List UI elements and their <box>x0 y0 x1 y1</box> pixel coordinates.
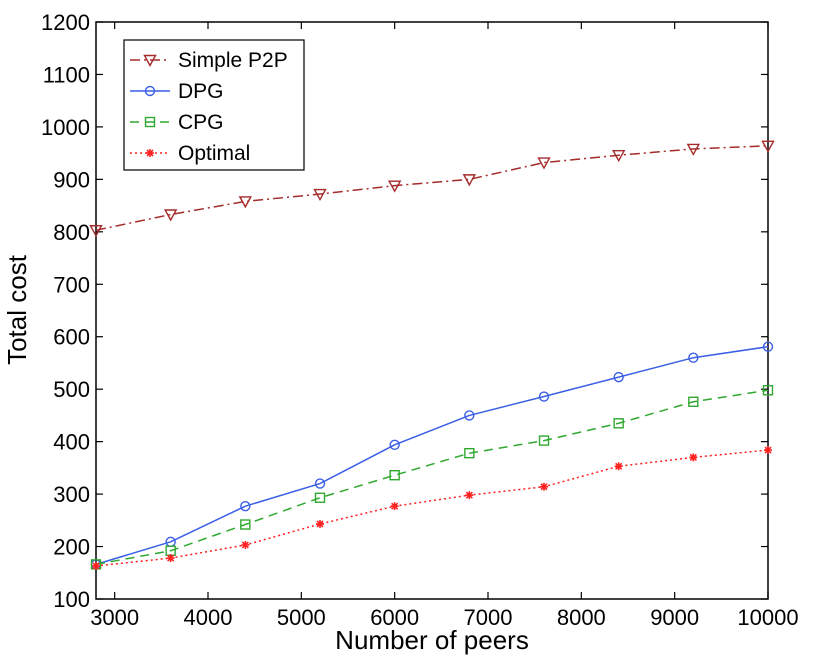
legend-label: CPG <box>178 111 224 134</box>
data-point-dpg <box>762 341 774 352</box>
data-point-cpg <box>613 418 624 429</box>
data-point-simple-p2p <box>238 196 253 209</box>
legend-label: Simple P2P <box>178 49 288 72</box>
data-point-cpg <box>240 519 251 530</box>
legend-box <box>123 39 305 171</box>
y-tick-label: 500 <box>53 377 90 402</box>
x-axis-ticks: 3000 4000 5000 6000 7000 8000 9000 10000 <box>90 22 799 630</box>
series-optimal <box>92 446 772 570</box>
y-tick-label: 1000 <box>41 115 90 140</box>
y-tick-label: 300 <box>53 482 90 507</box>
data-point-optimal <box>764 446 772 455</box>
data-point-simple-p2p <box>686 143 701 156</box>
y-axis-ticks: 100 200 300 400 500 600 700 800 900 1000 1100 1200 <box>41 10 768 612</box>
data-point-dpg <box>464 410 475 421</box>
data-point-simple-p2p <box>462 174 477 187</box>
data-point-dpg <box>240 500 251 512</box>
data-point-simple-p2p <box>163 209 178 222</box>
series-line-dpg <box>95 345 769 566</box>
data-point-optimal <box>390 502 399 511</box>
y-axis-label: Total cost <box>2 254 32 365</box>
legend-item-dpg: DPG <box>130 80 224 103</box>
series-line-cpg <box>95 389 769 566</box>
data-point-cpg <box>538 435 550 446</box>
x-tick-label: 8000 <box>557 605 606 630</box>
x-tick-label: 5000 <box>277 605 326 630</box>
series-layer <box>89 140 775 570</box>
data-point-simple-p2p <box>313 188 327 202</box>
x-tick-label: 6000 <box>370 605 419 630</box>
legend-label: DPG <box>178 80 224 103</box>
data-point-simple-p2p <box>761 140 775 153</box>
data-point-cpg <box>314 492 326 503</box>
legend-item-cpg: CPG <box>130 111 224 134</box>
data-point-dpg <box>613 371 624 383</box>
data-point-dpg <box>538 391 550 402</box>
data-point-cpg <box>762 385 774 396</box>
data-point-optimal <box>92 561 100 570</box>
data-point-dpg <box>389 439 400 450</box>
series-line-simple-p2p <box>95 145 769 231</box>
y-tick-label: 1100 <box>43 62 90 87</box>
legend: Simple P2P DPG CPG Optimal <box>123 39 305 171</box>
y-tick-label: 800 <box>53 220 90 245</box>
y-tick-label: 900 <box>53 167 90 192</box>
data-point-optimal <box>540 482 548 491</box>
legend-label: Optimal <box>178 142 250 165</box>
data-point-cpg <box>389 470 400 481</box>
data-point-optimal <box>166 554 175 563</box>
data-point-simple-p2p <box>89 225 103 238</box>
x-tick-label: 4000 <box>184 605 233 630</box>
legend-marker-optimal <box>146 149 154 157</box>
y-tick-label: 700 <box>53 272 90 297</box>
data-point-optimal <box>465 491 474 500</box>
y-tick-label: 1200 <box>41 10 90 35</box>
x-tick-label: 9000 <box>650 605 699 630</box>
x-tick-label: 7000 <box>464 605 513 630</box>
data-point-cpg <box>464 447 475 459</box>
y-tick-label: 600 <box>53 325 90 350</box>
data-point-simple-p2p <box>537 157 551 170</box>
legend-marker-cpg <box>144 116 156 128</box>
x-tick-label: 10000 <box>737 605 798 630</box>
data-point-simple-p2p <box>611 150 626 163</box>
series-simple-p2p <box>89 140 775 238</box>
legend-marker-simple-p2p <box>143 54 157 67</box>
legend-item-simple-p2p: Simple P2P <box>130 49 288 72</box>
legend-item-optimal: Optimal <box>130 142 250 165</box>
y-tick-label: 200 <box>53 535 90 560</box>
series-line-optimal <box>95 449 769 567</box>
series-cpg <box>90 385 774 570</box>
data-point-dpg <box>688 352 699 363</box>
data-point-optimal <box>689 453 698 462</box>
data-point-dpg <box>314 478 326 489</box>
y-tick-label: 400 <box>53 430 90 455</box>
data-point-cpg <box>688 396 699 407</box>
y-tick-label: 100 <box>53 587 90 612</box>
x-axis-label: Number of peers <box>335 625 529 655</box>
data-point-optimal <box>241 540 250 549</box>
x-tick-label: 3000 <box>90 605 139 630</box>
data-point-optimal <box>614 462 623 471</box>
series-dpg <box>90 341 774 570</box>
legend-marker-dpg <box>144 85 156 97</box>
data-point-simple-p2p <box>387 180 402 193</box>
data-point-optimal <box>316 519 324 528</box>
